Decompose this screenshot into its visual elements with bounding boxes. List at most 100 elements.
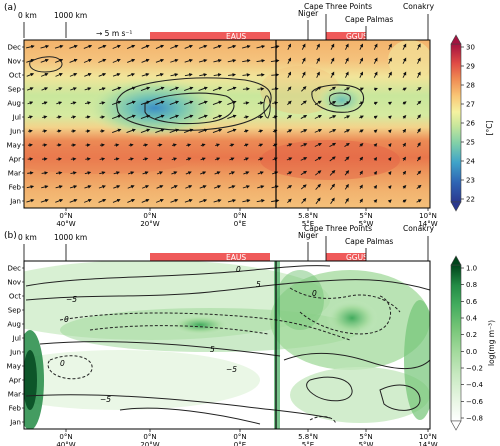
wind-arrow <box>258 157 264 161</box>
scale-label-1000-b: 1000 km <box>54 233 87 242</box>
wind-vectors <box>26 43 422 205</box>
colorbar-a-bottom-arrow <box>450 201 462 212</box>
wind-arrow <box>258 129 264 133</box>
wind-arrow <box>316 57 320 64</box>
wind-arrow <box>27 115 33 119</box>
wind-arrow <box>70 157 77 161</box>
wind-arrow <box>198 44 208 49</box>
wind-arrow <box>330 197 335 205</box>
wind-arrow <box>373 156 378 161</box>
wind-arrow <box>128 171 135 175</box>
wind-arrow <box>156 73 164 77</box>
month-label: Apr <box>9 377 21 385</box>
ggus-bar <box>326 32 366 40</box>
colorbar-tick-label: 1.0 <box>466 265 477 273</box>
colorbar-a-bar <box>450 43 462 203</box>
wind-arrow <box>99 157 106 161</box>
wind-arrow <box>55 58 64 63</box>
wind-arrow <box>402 43 407 50</box>
wind-arrow <box>402 156 406 161</box>
wind-arrow <box>85 157 91 161</box>
wind-arrow <box>199 73 208 77</box>
panel-a-month-labels: Dec Nov Oct Sep Aug Jul Jun May Apr Mar Feb Jan <box>7 44 24 206</box>
wind-arrow <box>40 198 49 203</box>
wind-arrow <box>69 198 78 203</box>
month-label: Nov <box>7 279 21 287</box>
wind-arrow <box>83 44 93 49</box>
month-label: Aug <box>7 100 21 108</box>
wind-arrow <box>184 128 194 133</box>
wind-arrow <box>388 57 392 64</box>
wind-arrow <box>416 114 421 120</box>
wind-arrow <box>171 157 178 161</box>
cape-palmas-label: Cape Palmas <box>345 15 393 24</box>
x-tick-label-bottom: 0°E <box>234 441 246 446</box>
wind-arrow <box>359 156 364 161</box>
wind-arrow <box>388 101 393 106</box>
x-tick-label-top: 5.8°N <box>298 433 318 441</box>
panel-a-frame <box>23 39 431 209</box>
wind-arrow <box>344 170 350 176</box>
colorbar-tick-label: −0.4 <box>466 381 484 389</box>
niger-label-b: Niger <box>298 231 319 240</box>
wind-arrow <box>54 44 64 49</box>
wind-arrow <box>373 143 378 148</box>
wind-arrow <box>143 143 149 147</box>
x-tick-label-bottom: 5°W <box>359 441 374 446</box>
x-tick-label-bottom: 5°E <box>302 441 314 446</box>
x-tick-label-bottom: 14°W <box>418 441 437 446</box>
wind-arrow <box>330 71 335 78</box>
wind-arrow <box>112 128 122 133</box>
wind-arrow <box>314 143 322 147</box>
colorbar-tick-label: 0.6 <box>466 298 478 306</box>
wind-arrow <box>142 171 149 175</box>
wind-arrow <box>402 71 407 78</box>
wind-arrow <box>155 100 165 105</box>
wind-arrow <box>270 44 280 49</box>
contour-label: 5 <box>256 280 261 289</box>
wind-arrow <box>98 87 106 91</box>
x-tick-label-top: 5°N <box>359 212 372 220</box>
wind-arrow <box>170 198 179 203</box>
wind-arrow <box>155 86 165 91</box>
wind-arrow <box>301 57 306 64</box>
wind-arrow <box>243 115 250 119</box>
wind-arrow <box>212 114 223 119</box>
wind-arrow <box>359 87 364 91</box>
wind-arrow <box>242 59 251 63</box>
month-label: Sep <box>8 86 22 94</box>
wind-arrow <box>99 101 106 105</box>
wind-arrow <box>55 198 64 203</box>
wind-arrow <box>227 114 237 119</box>
wind-arrow <box>141 73 150 77</box>
scale-label-0-b: 0 km <box>18 233 37 242</box>
wind-arrow <box>227 128 237 133</box>
wind-arrow <box>330 43 335 50</box>
panel-b-month-labels: Dec Nov Oct Sep Aug Jul Jun May Apr Mar Feb Jan <box>7 265 24 427</box>
month-label: Oct <box>9 293 21 301</box>
wind-arrow <box>256 73 265 77</box>
x-tick-label-top: 0°N <box>143 433 156 441</box>
wind-arrow <box>373 101 378 106</box>
wind-arrow <box>417 71 421 78</box>
wind-arrow <box>314 115 322 119</box>
x-tick-label-bottom: 0°E <box>234 220 246 228</box>
wind-arrow <box>171 171 178 175</box>
wind-arrow <box>55 171 63 175</box>
wind-arrow <box>41 185 49 189</box>
month-label: Apr <box>9 156 21 164</box>
wind-arrow <box>112 198 121 203</box>
month-label: Jul <box>12 114 22 122</box>
wind-arrow <box>126 128 136 133</box>
wind-arrow <box>27 129 33 133</box>
wind-arrow <box>112 58 121 63</box>
niger-label: Niger <box>298 9 319 18</box>
wind-arrow <box>212 100 223 105</box>
wind-arrow <box>99 115 106 119</box>
wind-arrow <box>41 101 48 105</box>
wind-arrow <box>98 73 107 77</box>
wind-arrow <box>359 43 363 50</box>
wind-arrow <box>242 44 251 49</box>
ggus-bar-b <box>326 253 366 261</box>
